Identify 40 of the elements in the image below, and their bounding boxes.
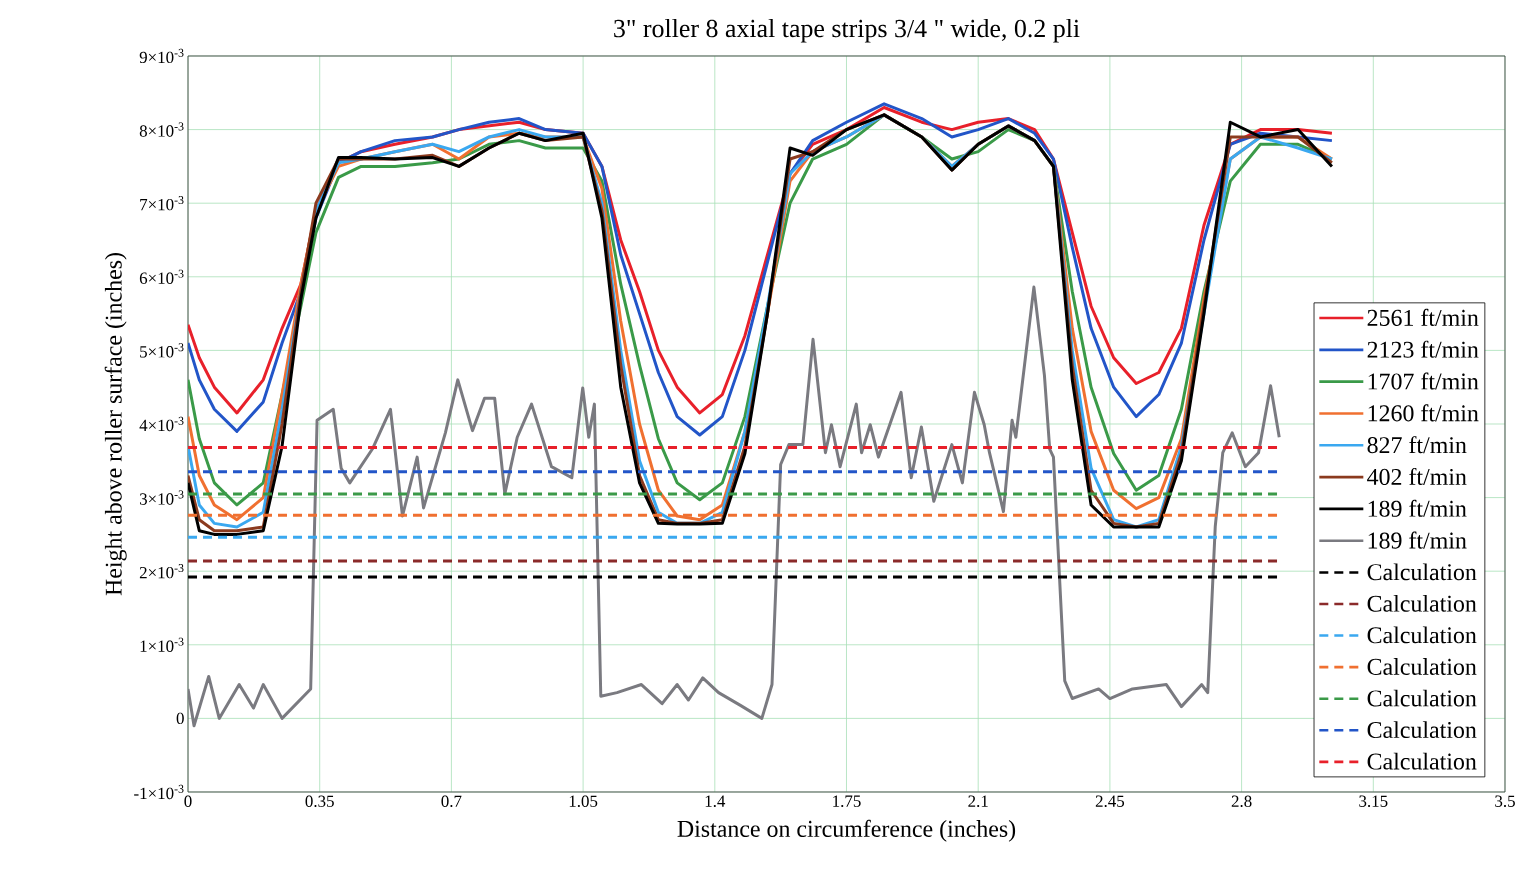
x-tick-label: 2.45 bbox=[1095, 795, 1125, 807]
legend-label: Calculation bbox=[1367, 626, 1477, 644]
x-tick-label: 1.05 bbox=[569, 795, 598, 808]
legend-label: 402 ft/min bbox=[1367, 467, 1467, 485]
x-tick-label: 2.1 bbox=[968, 795, 988, 807]
x-tick-label: 1.75 bbox=[833, 795, 861, 807]
x-tick-label: 2.8 bbox=[1231, 795, 1252, 808]
legend-label: 1260 ft/min bbox=[1368, 404, 1479, 422]
legend-label: 827 ft/min bbox=[1367, 436, 1467, 454]
y-axis-title: Height above roller surface (inches) bbox=[104, 253, 127, 596]
y-tick-label: 6×10$^{-3}$ bbox=[139, 269, 184, 284]
legend-label: 1707 ft/min bbox=[1368, 372, 1479, 390]
y-tick-label: 4×10$^{-3}$ bbox=[139, 416, 184, 432]
legend-label: Calculation bbox=[1367, 594, 1477, 612]
legend-label: Calculation bbox=[1367, 658, 1477, 675]
y-tick-label: 5×10$^{-3}$ bbox=[140, 343, 184, 358]
chart-title: 3" roller 8 axial tape strips 3/4 " wide, 0.2 pli bbox=[614, 19, 1080, 43]
x-tick-label: 3.5 bbox=[1495, 795, 1515, 807]
legend-label: Calculation bbox=[1367, 689, 1477, 707]
legend-label: 189 ft/min bbox=[1368, 531, 1467, 549]
legend-label: Calculation bbox=[1367, 752, 1477, 770]
x-tick-label: 0.35 bbox=[305, 795, 334, 808]
x-axis-title: Distance on circumference (inches) bbox=[677, 819, 1016, 842]
x-tick-label: 0 bbox=[184, 795, 192, 807]
y-tick-label: 3×10$^{-3}$ bbox=[139, 490, 184, 505]
x-tick-label: 3.15 bbox=[1359, 795, 1388, 807]
legend-label: Calculation bbox=[1367, 721, 1477, 739]
y-tick-label: 1×10$^{-3}$ bbox=[140, 637, 184, 652]
legend-label: 189 ft/min bbox=[1368, 499, 1467, 517]
legend-label: 2561 ft/min bbox=[1367, 308, 1479, 326]
legend-label: Calculation bbox=[1367, 563, 1477, 581]
y-tick-label: 2×10$^{-3}$ bbox=[139, 564, 184, 579]
y-tick-label: -1×10$^{-3}$ bbox=[134, 784, 184, 800]
y-tick-label: 7×10$^{-3}$ bbox=[140, 196, 184, 211]
legend-label: 2123 ft/min bbox=[1367, 340, 1479, 358]
x-tick-label: 0.7 bbox=[441, 795, 462, 808]
x-tick-label: 1.4 bbox=[705, 795, 726, 807]
y-tick-label: 0 bbox=[176, 712, 184, 725]
y-tick-label: 8×10$^{-3}$ bbox=[139, 122, 184, 137]
y-tick-label: 9×10$^{-3}$ bbox=[139, 48, 184, 64]
